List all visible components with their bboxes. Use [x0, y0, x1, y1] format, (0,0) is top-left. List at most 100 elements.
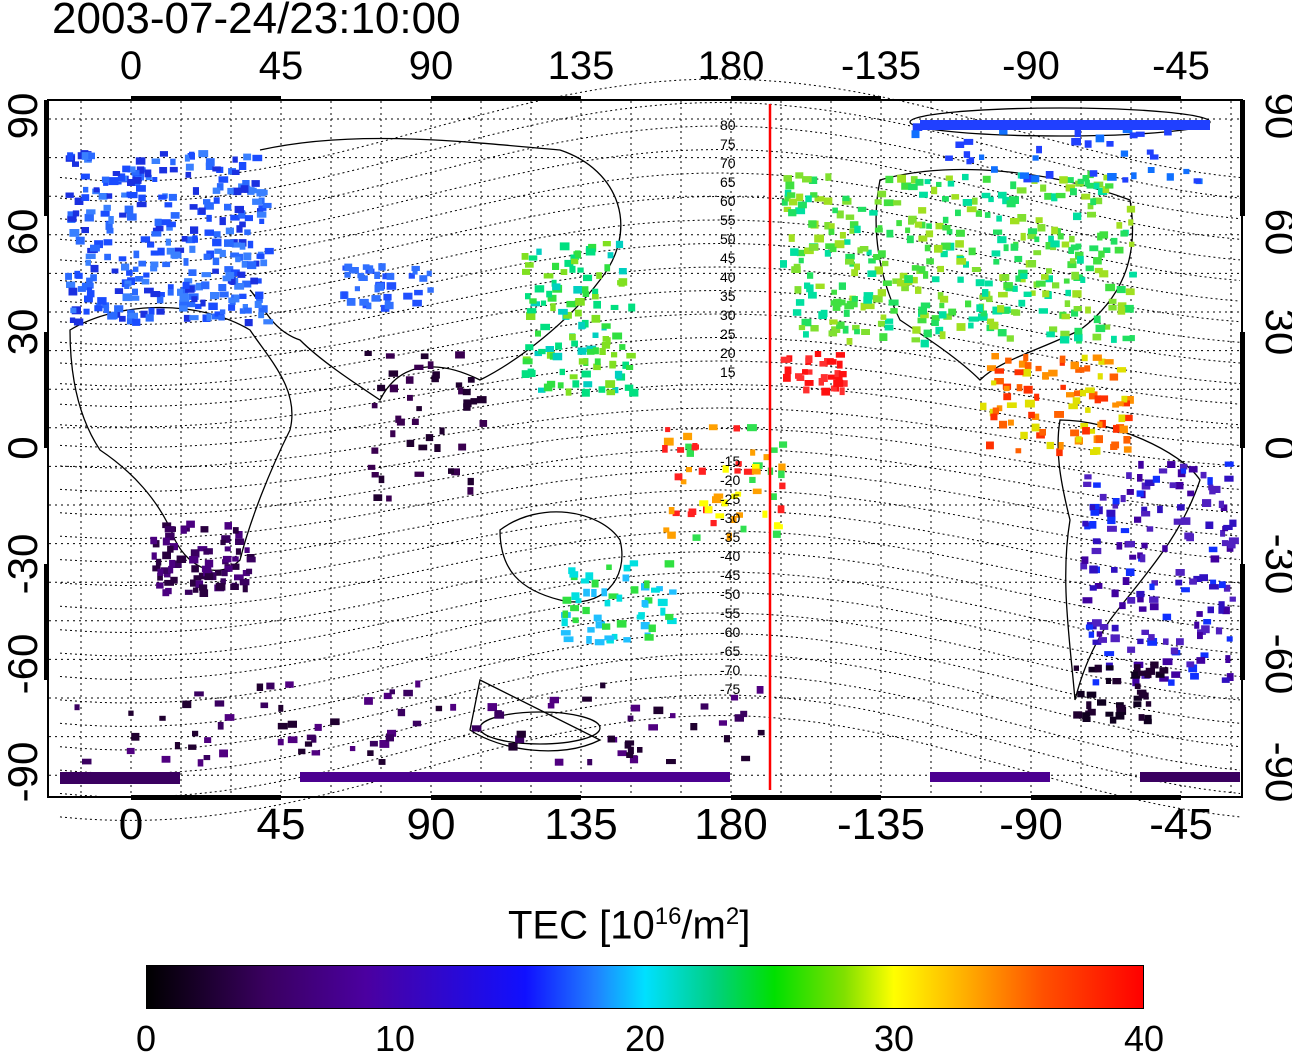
- tec-sample: [1084, 140, 1092, 148]
- tec-sample: [869, 210, 878, 216]
- tec-sample: [1104, 359, 1114, 365]
- tec-sample: [629, 388, 639, 397]
- tec-sample: [845, 258, 855, 265]
- tec-sample: [218, 284, 227, 291]
- tec-sample: [525, 293, 531, 300]
- tec-sample: [1086, 182, 1095, 189]
- tec-sample: [911, 130, 920, 139]
- tec-sample: [942, 196, 949, 202]
- tec-sample: [1084, 474, 1092, 480]
- tec-sample: [1152, 475, 1160, 483]
- tec-sample: [108, 177, 119, 186]
- colorbar-title: TEC [1016/m2]: [508, 903, 751, 948]
- tec-sample: [250, 277, 258, 285]
- tec-sample: [986, 441, 994, 450]
- tec-sample: [65, 272, 72, 280]
- tec-sample: [1113, 424, 1119, 433]
- tec-sample: [239, 308, 246, 314]
- tec-sample: [1092, 619, 1102, 627]
- contour-label: 20: [720, 345, 736, 361]
- tec-sample: [191, 549, 200, 558]
- tec-sample: [162, 522, 172, 529]
- tec-sample: [206, 548, 213, 555]
- tec-sample: [246, 568, 253, 575]
- tec-sample: [628, 303, 636, 312]
- tec-sample: [1075, 367, 1085, 373]
- tec-sample: [627, 715, 634, 722]
- tec-sample: [1169, 482, 1177, 489]
- contour-label: 40: [720, 269, 736, 285]
- tec-sample: [863, 296, 872, 304]
- lon-tick-bottom: 90: [406, 800, 456, 849]
- tec-sample: [176, 555, 187, 563]
- tec-sample: [213, 197, 220, 204]
- tec-sample: [1211, 485, 1221, 493]
- tec-sample: [1117, 306, 1126, 315]
- lat-tick-left: -60: [0, 633, 46, 695]
- tec-sample: [382, 273, 391, 280]
- tec-sample: [102, 302, 110, 309]
- tec-sample: [885, 318, 894, 324]
- tec-sample: [90, 274, 97, 282]
- tec-sample: [234, 283, 245, 290]
- tec-sample: [1071, 271, 1079, 280]
- tec-sample: [1093, 257, 1102, 265]
- tec-sample: [610, 304, 619, 310]
- tec-sample: [66, 281, 76, 288]
- tec-sample: [212, 187, 221, 194]
- tec-sample: [515, 735, 525, 743]
- tec-sample: [136, 185, 146, 192]
- tec-sample: [1082, 597, 1093, 604]
- tec-sample: [1044, 192, 1052, 200]
- tec-sample: [527, 368, 535, 375]
- tec-sample: [750, 449, 756, 456]
- tec-sample: [1207, 477, 1213, 485]
- tec-sample: [593, 363, 601, 371]
- tec-sample: [131, 170, 140, 176]
- tec-sample: [1003, 385, 1010, 392]
- tec-sample: [1082, 175, 1090, 182]
- tec-sample: [1016, 384, 1023, 392]
- tec-sample: [1107, 173, 1117, 181]
- tec-sample: [735, 491, 742, 497]
- tec-sample: [874, 199, 882, 205]
- tec-sample: [220, 578, 226, 585]
- tec-sample: [1166, 173, 1174, 181]
- tec-sample: [67, 216, 77, 222]
- tec-sample: [86, 277, 93, 283]
- tec-sample: [395, 415, 402, 423]
- tec-sample: [810, 325, 819, 332]
- tec-sample: [521, 253, 529, 260]
- tec-sample: [1051, 226, 1058, 235]
- tec-sample: [1176, 638, 1184, 646]
- tec-sample: [157, 247, 165, 256]
- tec-sample: [721, 499, 728, 507]
- tec-sample: [458, 387, 464, 395]
- tec-sample: [938, 311, 947, 319]
- tec-sample: [1099, 270, 1109, 278]
- tec-sample: [1095, 134, 1105, 143]
- tec-sample: [242, 584, 248, 593]
- tec-sample: [783, 175, 792, 182]
- tec-sample: [637, 747, 643, 753]
- tec-sample: [406, 439, 415, 447]
- tec-sample: [256, 683, 264, 691]
- tec-sample: [119, 212, 127, 218]
- tec-sample: [114, 288, 124, 294]
- tec-sample: [867, 270, 877, 277]
- tec-sample: [882, 280, 892, 286]
- tec-sample: [448, 468, 454, 474]
- tec-sample: [708, 424, 718, 431]
- tec-sample: [807, 272, 814, 279]
- tec-sample: [72, 210, 80, 217]
- tec-sample: [179, 293, 189, 302]
- tec-sample: [188, 269, 197, 276]
- tec-sample: [546, 380, 556, 388]
- tec-sample: [1218, 500, 1224, 508]
- tec-sample: [150, 250, 159, 256]
- tec-sample: [602, 623, 611, 630]
- tec-sample: [85, 253, 96, 259]
- tec-sample: [98, 193, 108, 200]
- tec-sample: [1087, 211, 1096, 218]
- tec-sample: [90, 244, 100, 252]
